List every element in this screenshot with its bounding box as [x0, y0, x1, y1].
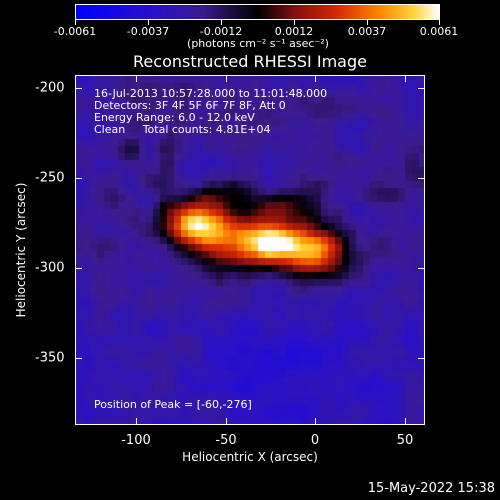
x-tick [226, 76, 227, 82]
y-tick [418, 178, 424, 179]
x-tick-label: -50 [215, 433, 237, 448]
x-axis-title: Heliocentric X (arcsec) [182, 450, 318, 464]
colorbar-unit: (photons cm⁻² s⁻¹ asec⁻²) [187, 37, 329, 50]
y-tick-label: -250 [35, 170, 65, 186]
y-tick [76, 358, 82, 359]
y-tick [418, 358, 424, 359]
image-plot: 16-Jul-2013 10:57:28.000 to 11:01:48.000… [75, 75, 425, 425]
y-tick-label: -200 [35, 80, 65, 96]
colorbar-label: 0.0012 [274, 25, 314, 38]
colorbar [75, 4, 440, 20]
colorbar-label: 0.0037 [347, 25, 387, 38]
y-tick-label: -350 [35, 350, 65, 366]
heatmap-image [76, 76, 424, 424]
x-tick [136, 76, 137, 82]
x-tick [315, 76, 316, 82]
footer-date: 15-May-2022 15:38 [367, 481, 495, 496]
colorbar-gradient [76, 5, 439, 19]
colorbar-label: -0.0061 [53, 25, 97, 38]
peak-position: Position of Peak = [-60,-276] [94, 398, 252, 411]
colorbar-tick [75, 20, 76, 25]
info-line-energy: Energy Range: 6.0 - 12.0 keV [94, 111, 255, 124]
x-tick-label: 50 [396, 433, 414, 448]
x-tick [136, 418, 137, 424]
y-tick [76, 268, 82, 269]
info-line-counts: Clean Total counts: 4.81E+04 [94, 123, 271, 136]
colorbar-label: 0.0061 [419, 25, 459, 38]
colorbar-tick [148, 20, 149, 25]
colorbar-tick [294, 20, 295, 25]
colorbar-tick [439, 20, 440, 25]
y-tick [76, 88, 82, 89]
y-tick [418, 88, 424, 89]
x-tick-label: -100 [121, 433, 151, 448]
x-tick-label: 0 [310, 433, 320, 448]
colorbar-label: -0.0012 [199, 25, 243, 38]
colorbar-tick [221, 20, 222, 25]
plot-title: Reconstructed RHESSI Image [133, 52, 367, 71]
colorbar-tick [367, 20, 368, 25]
info-line-time: 16-Jul-2013 10:57:28.000 to 11:01:48.000 [94, 87, 328, 100]
y-tick [418, 268, 424, 269]
y-axis-title: Heliocentric Y (arcsec) [14, 182, 28, 318]
x-tick [226, 418, 227, 424]
x-tick [405, 76, 406, 82]
info-line-detectors: Detectors: 3F 4F 5F 6F 7F 8F, Att 0 [94, 99, 286, 112]
colorbar-label: -0.0037 [126, 25, 170, 38]
y-tick-label: -300 [35, 260, 65, 276]
x-tick [315, 418, 316, 424]
y-tick [76, 178, 82, 179]
x-tick [405, 418, 406, 424]
